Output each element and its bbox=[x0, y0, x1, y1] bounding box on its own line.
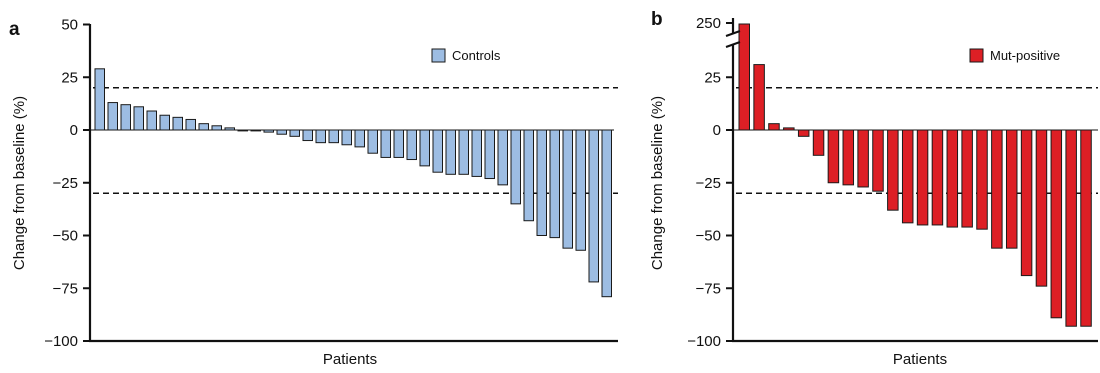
y-ticks-a: 50 25 0 −25 −50 −75 −100 bbox=[44, 17, 90, 350]
panel-a-controls: a Change from baseline (%) Patients 50 25… bbox=[9, 17, 618, 368]
bar bbox=[250, 129, 261, 132]
y-tick-label: −75 bbox=[696, 280, 721, 297]
panel-label-a: a bbox=[9, 19, 20, 40]
bar bbox=[354, 129, 365, 148]
bar bbox=[146, 110, 157, 131]
bar bbox=[458, 129, 469, 175]
bar bbox=[341, 129, 352, 146]
y-tick-label: −50 bbox=[696, 228, 721, 245]
bar bbox=[601, 129, 612, 298]
bar bbox=[931, 129, 944, 226]
bar bbox=[497, 129, 508, 186]
bar bbox=[797, 129, 810, 137]
bar bbox=[857, 129, 869, 188]
bar bbox=[471, 129, 482, 177]
bar bbox=[198, 123, 209, 131]
bar bbox=[812, 129, 825, 156]
bar bbox=[536, 129, 547, 236]
bar bbox=[237, 129, 248, 132]
bar bbox=[1050, 129, 1063, 319]
y-tick-label: 250 bbox=[696, 15, 721, 32]
axis-break-mark-lower bbox=[725, 41, 741, 48]
y-tick-label: −75 bbox=[53, 280, 78, 297]
bar bbox=[406, 129, 417, 161]
bar bbox=[768, 123, 780, 131]
bar bbox=[523, 129, 534, 222]
legend-label-mut-positive: Mut-positive bbox=[990, 48, 1060, 63]
bar bbox=[916, 129, 929, 226]
bar bbox=[224, 127, 235, 131]
x-axis-title-b: Patients bbox=[893, 351, 947, 368]
legend-a: Controls bbox=[431, 48, 501, 63]
bar bbox=[562, 129, 573, 249]
bar bbox=[976, 129, 988, 230]
bar bbox=[289, 129, 300, 137]
bar bbox=[484, 129, 495, 180]
bar bbox=[107, 102, 118, 131]
y-tick-label: 50 bbox=[61, 17, 78, 34]
bar bbox=[887, 129, 899, 211]
bar bbox=[1020, 129, 1033, 277]
bar bbox=[380, 129, 391, 158]
legend-label-controls: Controls bbox=[452, 48, 501, 63]
y-tick-label: −100 bbox=[687, 333, 721, 350]
bar bbox=[549, 129, 560, 239]
bar bbox=[946, 129, 959, 228]
y-axis-title-b: Change from baseline (%) bbox=[649, 96, 666, 270]
y-tick-label: 0 bbox=[70, 122, 78, 139]
bar bbox=[302, 129, 313, 142]
x-axis-title-a: Patients bbox=[323, 351, 377, 368]
bar bbox=[159, 114, 170, 131]
bar bbox=[738, 23, 750, 131]
bar bbox=[432, 129, 443, 173]
bar bbox=[510, 129, 521, 205]
bar bbox=[1035, 129, 1048, 287]
y-tick-label: 0 bbox=[713, 122, 721, 139]
bar bbox=[991, 129, 1003, 249]
bar bbox=[961, 129, 973, 228]
bar bbox=[94, 68, 105, 131]
bar bbox=[419, 129, 430, 167]
bar bbox=[575, 129, 586, 251]
bar bbox=[1065, 129, 1077, 327]
bar bbox=[263, 129, 274, 133]
bar bbox=[328, 129, 339, 144]
bar bbox=[783, 127, 795, 131]
bar bbox=[588, 129, 599, 283]
legend-swatch-controls bbox=[431, 48, 446, 63]
y-axis-title-a: Change from baseline (%) bbox=[11, 96, 28, 270]
bar bbox=[172, 116, 183, 131]
bar bbox=[211, 125, 222, 131]
y-tick-label: −50 bbox=[53, 228, 78, 245]
bar bbox=[133, 106, 144, 131]
bar bbox=[901, 129, 914, 224]
legend-b: Mut-positive bbox=[969, 48, 1060, 63]
bar bbox=[367, 129, 378, 154]
bar bbox=[276, 129, 287, 135]
bar bbox=[1005, 129, 1018, 249]
panel-b-mut-positive: b Change from baseline (%) Patients 2502… bbox=[649, 9, 1098, 368]
y-tick-label: −25 bbox=[696, 175, 721, 192]
bar bbox=[185, 118, 196, 131]
bars-b bbox=[738, 23, 1092, 327]
bar bbox=[393, 129, 404, 158]
bar bbox=[827, 129, 840, 184]
bar bbox=[315, 129, 326, 144]
bar bbox=[445, 129, 456, 175]
y-tick-label: −25 bbox=[53, 175, 78, 192]
bar bbox=[842, 129, 855, 186]
bar bbox=[872, 129, 884, 192]
panel-label-b: b bbox=[651, 9, 663, 30]
y-tick-label: −100 bbox=[44, 333, 78, 350]
bar bbox=[120, 104, 131, 131]
y-tick-label: 25 bbox=[704, 69, 721, 86]
bars-a bbox=[94, 68, 612, 298]
y-tick-label: 25 bbox=[61, 69, 78, 86]
bar bbox=[753, 64, 765, 131]
legend-swatch-mut-positive bbox=[969, 48, 984, 63]
axis-break-mark-upper bbox=[725, 30, 741, 37]
bar bbox=[1080, 129, 1092, 327]
